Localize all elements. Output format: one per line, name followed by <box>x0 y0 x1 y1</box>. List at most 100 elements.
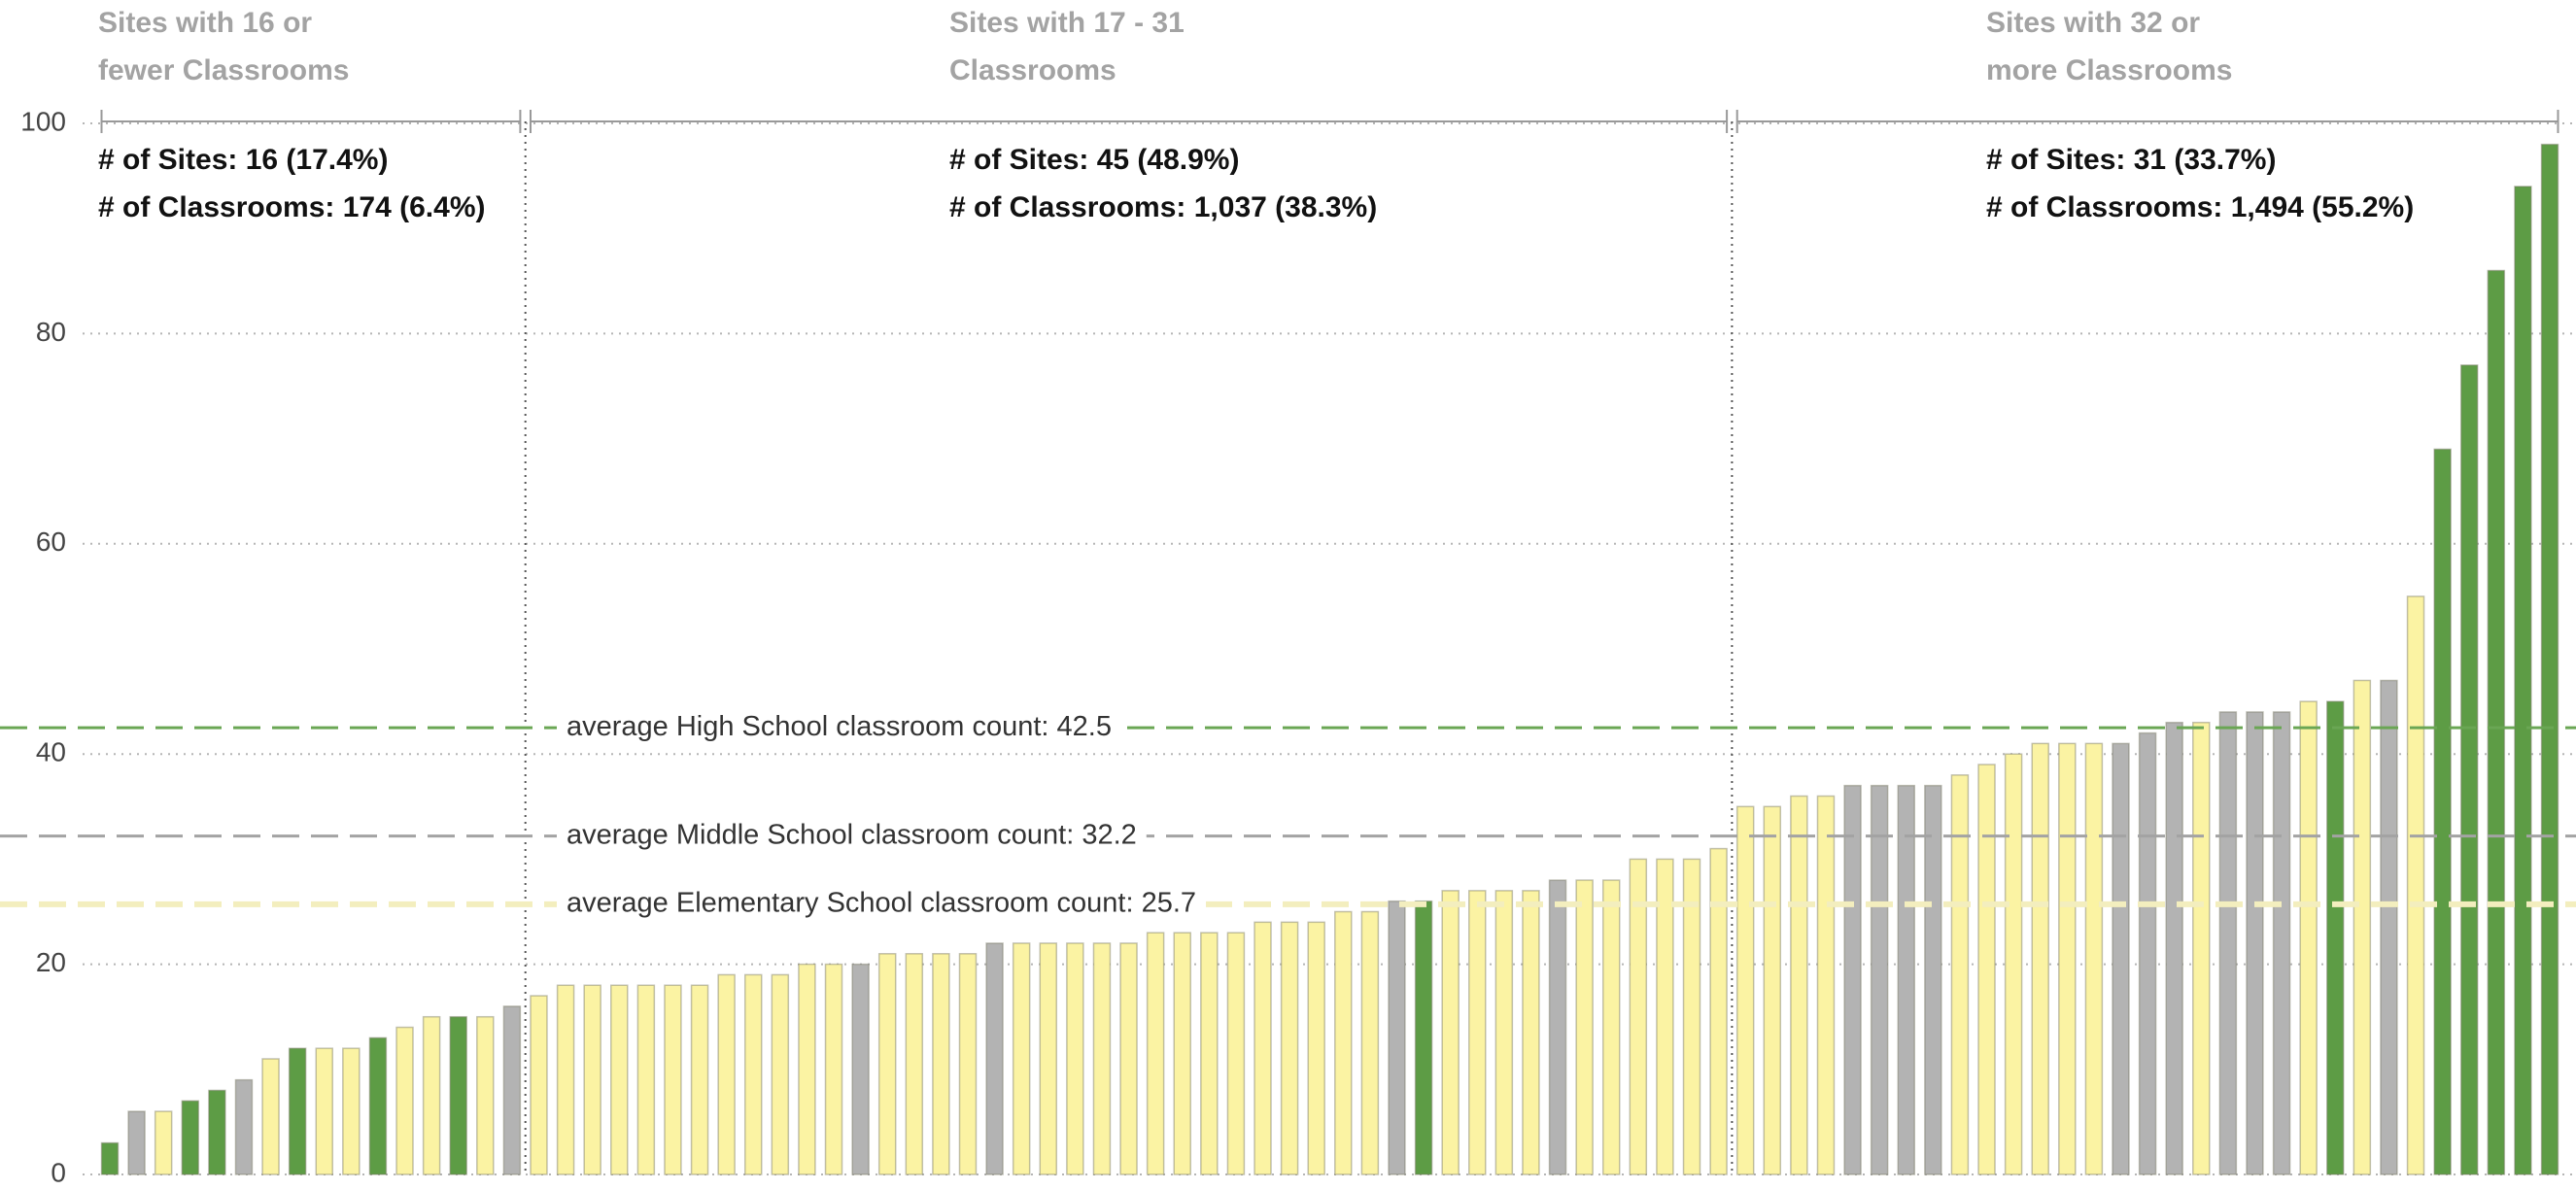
bar <box>234 1078 254 1175</box>
bar <box>2540 143 2559 1175</box>
bar <box>636 984 656 1175</box>
group-title: Sites with 17 - 31 <box>949 7 1185 39</box>
bar <box>2514 186 2532 1175</box>
bar <box>208 1089 226 1175</box>
reference-label: average High School classroom count: 42.… <box>567 711 1112 742</box>
bar <box>1173 932 1191 1175</box>
group-stat: # of Classrooms: 1,037 (38.3%) <box>949 191 1377 223</box>
bar <box>422 1015 441 1175</box>
bar <box>1039 942 1058 1175</box>
group-title: Classrooms <box>949 54 1116 86</box>
bar <box>288 1047 307 1175</box>
bar <box>664 984 682 1175</box>
bar <box>1441 890 1460 1175</box>
bar <box>315 1047 333 1175</box>
bar <box>181 1100 200 1175</box>
bar <box>958 953 978 1175</box>
y-tick-label: 60 <box>36 527 66 557</box>
bar <box>1870 784 1889 1175</box>
bar <box>1494 890 1514 1175</box>
bar <box>717 973 736 1175</box>
bar <box>851 963 870 1175</box>
bar <box>2433 448 2452 1175</box>
bar <box>1012 942 1031 1175</box>
bar <box>2218 711 2238 1175</box>
bar <box>2299 700 2318 1175</box>
bar <box>2004 753 2023 1175</box>
reference-label-bg <box>557 710 1121 742</box>
bar <box>127 1110 146 1175</box>
bar <box>1388 900 1406 1175</box>
bar <box>798 963 816 1175</box>
bar <box>1790 795 1808 1175</box>
bar <box>1119 942 1138 1175</box>
bar <box>261 1058 280 1175</box>
reference-label: average Middle School classroom count: 3… <box>567 819 1137 850</box>
bar <box>1843 784 1862 1175</box>
y-tick-label: 100 <box>20 106 66 136</box>
bar <box>1950 774 1970 1175</box>
bar <box>449 1015 467 1175</box>
y-tick-label: 0 <box>51 1157 66 1187</box>
bar <box>2353 679 2372 1175</box>
bar <box>556 984 575 1175</box>
bar <box>1307 921 1325 1175</box>
bar <box>2459 364 2479 1175</box>
bar <box>1575 879 1594 1175</box>
bar <box>1977 764 1996 1175</box>
bar <box>1601 879 1621 1175</box>
bar <box>395 1026 414 1175</box>
bar <box>2487 269 2506 1175</box>
group-stat: # of Sites: 45 (48.9%) <box>949 144 1239 176</box>
bar <box>1763 805 1782 1175</box>
bar <box>1146 932 1165 1175</box>
bar <box>476 1015 495 1175</box>
bar <box>2058 742 2077 1175</box>
y-tick-label: 20 <box>36 947 66 977</box>
group-title: Sites with 16 or <box>98 7 312 39</box>
bar <box>2246 711 2264 1175</box>
bar <box>743 973 763 1175</box>
y-tick-label: 40 <box>36 737 66 767</box>
bar <box>1092 942 1112 1175</box>
bar <box>1360 910 1380 1175</box>
bar <box>1709 847 1728 1175</box>
bar <box>1334 910 1353 1175</box>
bar <box>1924 784 1942 1175</box>
bar <box>502 1005 522 1175</box>
bar <box>2084 742 2104 1175</box>
bar <box>905 953 924 1175</box>
bar <box>771 973 790 1175</box>
bar <box>877 953 897 1175</box>
bar <box>2192 721 2211 1175</box>
bar <box>1522 890 1540 1175</box>
bar <box>1816 795 1836 1175</box>
group-title: fewer Classrooms <box>98 54 349 86</box>
bar <box>1656 858 1674 1175</box>
bar <box>2326 700 2345 1175</box>
bar <box>530 995 548 1175</box>
reference-label: average Elementary School classroom coun… <box>567 888 1196 919</box>
bar <box>1735 805 1755 1175</box>
group-title: more Classrooms <box>1986 54 2232 86</box>
bar <box>610 984 629 1175</box>
bar <box>1200 932 1219 1175</box>
bar <box>1066 942 1084 1175</box>
bar <box>985 942 1004 1175</box>
bar <box>1414 900 1433 1175</box>
bar <box>1897 784 1916 1175</box>
bar <box>2406 595 2425 1175</box>
bar <box>1629 858 1648 1175</box>
bar <box>2138 731 2157 1175</box>
bar <box>1254 921 1272 1175</box>
group-title: Sites with 32 or <box>1986 7 2200 39</box>
reference-label-bg <box>557 887 1207 919</box>
bar <box>1226 932 1246 1175</box>
bar <box>2112 742 2130 1175</box>
bar <box>2272 711 2291 1175</box>
bar <box>2380 679 2398 1175</box>
y-tick-label: 80 <box>36 317 66 347</box>
bar <box>1682 858 1701 1175</box>
group-stat: # of Classrooms: 1,494 (55.2%) <box>1986 191 2414 223</box>
